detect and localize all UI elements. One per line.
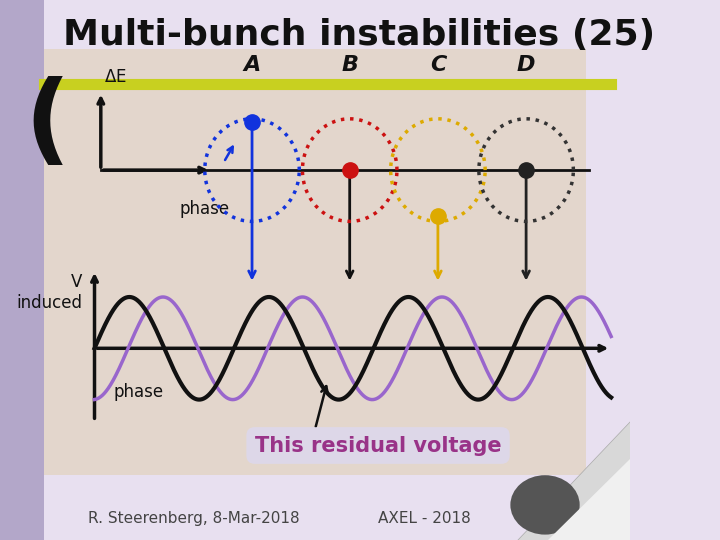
Text: phase: phase [114, 383, 163, 401]
Polygon shape [517, 421, 630, 540]
Text: B: B [341, 55, 358, 75]
Bar [0, 0, 44, 540]
Text: This residual voltage: This residual voltage [255, 435, 501, 456]
Text: V
induced: V induced [16, 273, 82, 312]
Text: $\Delta$E: $\Delta$E [104, 69, 127, 86]
Text: phase: phase [180, 200, 230, 218]
Text: C: C [430, 55, 446, 75]
Polygon shape [548, 459, 630, 540]
Text: A: A [243, 55, 261, 75]
Text: (: ( [24, 76, 70, 173]
Text: R. Steerenberg, 8-Mar-2018: R. Steerenberg, 8-Mar-2018 [89, 511, 300, 526]
Text: AXEL - 2018: AXEL - 2018 [378, 511, 471, 526]
Text: Multi-bunch instabilities (25): Multi-bunch instabilities (25) [63, 18, 655, 52]
Bar [44, 49, 586, 475]
Circle shape [510, 475, 580, 535]
Text: D: D [517, 55, 536, 75]
